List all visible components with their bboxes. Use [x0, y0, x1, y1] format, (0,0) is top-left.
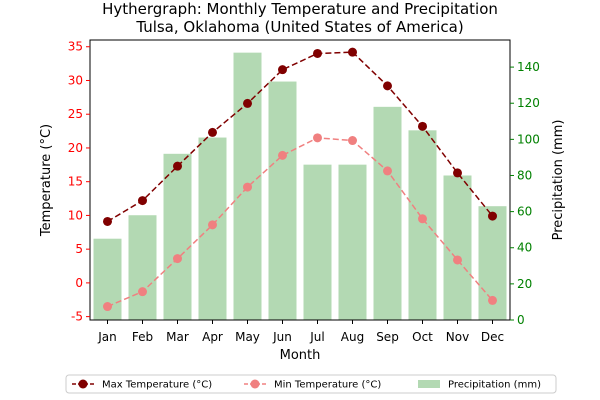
x-tick-label: Feb: [132, 330, 153, 344]
temperature-lines: [103, 47, 497, 312]
legend: Max Temperature (°C) Min Temperature (°C)…: [65, 374, 557, 394]
max-temperature-point: [208, 127, 217, 137]
max-temperature-point: [453, 168, 462, 178]
y-left-tick-label: 35: [68, 40, 83, 54]
x-tick-label: Mar: [166, 330, 189, 344]
legend-box: [65, 374, 557, 394]
y-left-tick-label: 5: [75, 242, 83, 256]
y-right-tick-label: 60: [517, 205, 532, 219]
min-temperature-point: [383, 166, 392, 176]
y-right-tick-label: 120: [517, 96, 540, 110]
y-left-tick-label: -5: [71, 310, 83, 324]
min-temperature-line: [107, 137, 494, 308]
y-right-tick-label: 20: [517, 277, 532, 291]
max-temperature-point: [383, 81, 392, 91]
max-temperature-point: [348, 47, 357, 57]
x-tick-label: Jul: [309, 330, 324, 344]
precipitation-bar: [373, 106, 402, 320]
y-right-tick-label: 80: [517, 168, 532, 182]
axes: -5 0 5 10 15 20 25 30 35 0 20 40 60 80 100 120 140 Jan Feb…: [68, 39, 540, 344]
max-temperature-point: [418, 121, 427, 131]
x-axis-label: Month: [280, 348, 321, 363]
x-tick-label: Dec: [481, 330, 504, 344]
max-temperature-point: [243, 98, 252, 108]
x-tick-label: Nov: [446, 330, 469, 344]
y-right-tick-label: 40: [517, 241, 532, 255]
legend-label: Min Temperature (°C): [274, 380, 381, 391]
precipitation-bar: [408, 130, 437, 320]
max-temperature-point: [103, 216, 112, 226]
max-temperature-point: [278, 65, 287, 75]
legend-label: Precipitation (mm): [448, 380, 541, 391]
y-left-tick-label: 25: [68, 107, 83, 121]
max-temperature-point: [488, 211, 497, 221]
max-temperature-point: [313, 48, 322, 58]
min-temperature-point: [103, 302, 112, 312]
x-tick-label: Aug: [341, 330, 364, 344]
min-temperature-point: [418, 214, 427, 224]
precipitation-bar: [163, 153, 192, 320]
precipitation-bar: [303, 164, 332, 320]
max-temperature-line: [107, 51, 494, 223]
max-temperature-point: [138, 196, 147, 206]
x-tick-label: Oct: [412, 330, 433, 344]
y-right-tick-label: 140: [517, 60, 540, 74]
x-tick-label: Jun: [272, 330, 292, 344]
chart-subtitle: Tulsa, Oklahoma (United States of Americ…: [135, 18, 463, 36]
y-left-tick-label: 30: [68, 73, 83, 87]
max-temperature-point: [173, 161, 182, 171]
precipitation-bar: [338, 164, 367, 320]
y-left-tick-label: 10: [68, 208, 83, 222]
x-tick-label: Jan: [97, 330, 117, 344]
precipitation-bar: [128, 215, 157, 320]
min-temperature-point: [173, 254, 182, 264]
x-tick-label: May: [235, 330, 260, 344]
min-temperature-point: [278, 150, 287, 160]
y-right-tick-label: 100: [517, 132, 540, 146]
min-temperature-point: [138, 287, 147, 297]
min-temperature-point: [208, 220, 217, 230]
y-left-tick-label: 20: [68, 141, 83, 155]
legend-marker-swatch: [250, 379, 260, 389]
x-tick-label: Apr: [202, 330, 223, 344]
min-temperature-point: [313, 133, 322, 143]
legend-marker-swatch: [78, 379, 88, 389]
min-temperature-point: [488, 295, 497, 305]
y-axis-label-left: Temperature (°C): [39, 124, 54, 237]
legend-bar-swatch: [418, 380, 440, 388]
y-left-tick-label: 0: [75, 276, 83, 290]
chart-title: Hythergraph: Monthly Temperature and Pre…: [102, 0, 498, 18]
y-right-tick-label: 0: [517, 313, 525, 327]
y-left-tick-label: 15: [68, 175, 83, 189]
precipitation-bar: [443, 175, 472, 320]
min-temperature-point: [348, 136, 357, 146]
y-axis-label-right: Precipitation (mm): [551, 120, 566, 241]
precipitation-bar: [268, 81, 297, 320]
min-temperature-point: [453, 255, 462, 265]
legend-label: Max Temperature (°C): [102, 380, 212, 391]
x-tick-label: Sep: [376, 330, 399, 344]
min-temperature-point: [243, 182, 252, 192]
plot-frame: [89, 39, 511, 321]
